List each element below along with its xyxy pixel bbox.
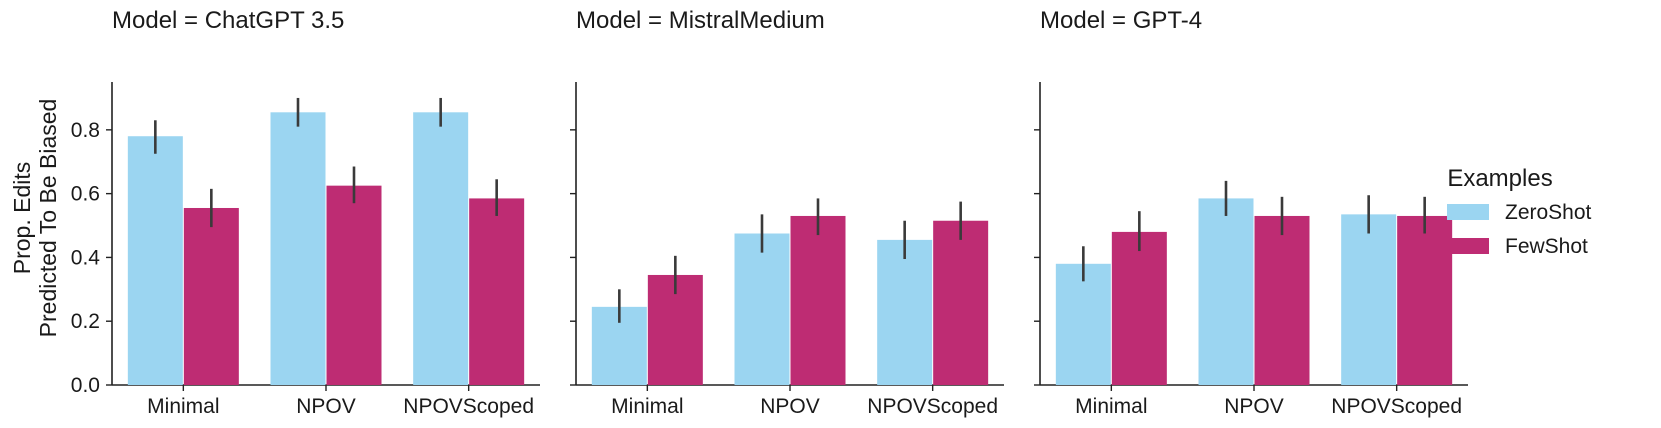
legend: Examples ZeroShot FewShot [1447, 165, 1592, 258]
y-tick-label: 0.6 [71, 183, 100, 206]
x-tick-label: NPOV [296, 395, 356, 418]
legend-title: Examples [1447, 165, 1552, 192]
bar-fewshot [1397, 215, 1453, 385]
y-tick-label: 0.0 [71, 374, 100, 397]
y-tick-label: 0.4 [71, 246, 101, 269]
panel-title: Model = MistralMedium [576, 7, 825, 34]
y-axis-label: Prop. Edits Predicted To Be Biased [9, 99, 61, 338]
y-tick-label: 0.2 [71, 310, 100, 333]
panel-title: Model = ChatGPT 3.5 [112, 7, 344, 34]
panel-1: Model = MistralMedium Minimal NPOV NPOVScop… [570, 7, 1004, 418]
bar-fewshot [1111, 231, 1167, 385]
legend-swatch-zeroshot [1447, 204, 1489, 220]
legend-swatch-fewshot [1447, 238, 1489, 254]
bar-zeroshot [413, 112, 469, 386]
x-tick-label: NPOV [1224, 395, 1284, 418]
x-tick-label: NPOVScoped [1331, 395, 1462, 418]
bar-fewshot [469, 198, 525, 385]
x-tick-label: Minimal [611, 395, 683, 418]
panel-title: Model = GPT-4 [1040, 7, 1202, 34]
y-axis-label-line-2: Predicted To Be Biased [35, 99, 61, 338]
facet-panels: Model = ChatGPT 3.5 0.0 0.2 0.4 0.6 0.8 Minima… [71, 7, 1468, 418]
panel-0: Model = ChatGPT 3.5 0.0 0.2 0.4 0.6 0.8 Minima… [71, 7, 540, 418]
x-tick-label: Minimal [1075, 395, 1147, 418]
bar-fewshot [1254, 215, 1310, 385]
y-tick-label: 0.8 [71, 119, 100, 142]
bar-zeroshot [270, 112, 326, 386]
bar-zeroshot [877, 239, 933, 385]
bar-zeroshot [1198, 198, 1254, 385]
bar-zeroshot [734, 233, 790, 385]
bar-zeroshot [1055, 263, 1111, 385]
bar-fewshot [326, 185, 382, 385]
x-tick-label: Minimal [147, 395, 219, 418]
panel-2: Model = GPT-4 Minimal NPOV NPOVScoped [1034, 7, 1468, 418]
x-tick-label: NPOVScoped [403, 395, 534, 418]
bar-zeroshot [1341, 214, 1397, 385]
y-axis-label-line-1: Prop. Edits [9, 162, 35, 275]
legend-label-zeroshot: ZeroShot [1505, 201, 1592, 224]
bar-fewshot [790, 215, 846, 385]
bar-fewshot [183, 207, 239, 385]
bar-zeroshot [127, 136, 183, 385]
x-tick-label: NPOV [760, 395, 820, 418]
bar-fewshot [933, 220, 989, 385]
legend-label-fewshot: FewShot [1505, 235, 1588, 258]
x-tick-label: NPOVScoped [867, 395, 998, 418]
